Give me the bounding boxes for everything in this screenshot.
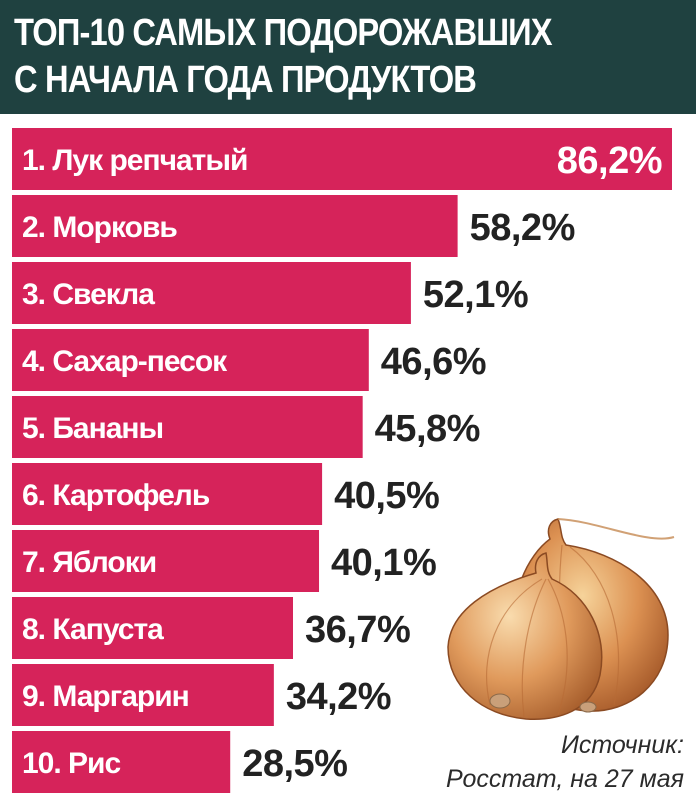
bar-label-10: 10. Рис [22, 747, 120, 780]
value-label-9: 34,2% [286, 676, 391, 718]
bar-label-9: 9. Маргарин [22, 680, 189, 713]
bar-5 [12, 396, 363, 458]
bar-label-7: 7. Яблоки [22, 546, 156, 579]
source-line-1: Источник: [560, 731, 684, 759]
bar-2 [12, 195, 458, 257]
value-label-7: 40,1% [331, 542, 436, 584]
value-label-2: 58,2% [470, 207, 575, 249]
value-label-6: 40,5% [334, 475, 439, 517]
bar-9 [12, 664, 274, 726]
header-banner [0, 0, 696, 114]
title-line-1: ТОП-10 САМЫХ ПОДОРОЖАВШИХ [14, 12, 553, 54]
bar-4 [12, 329, 369, 391]
bar-label-4: 4. Сахар-песок [22, 345, 228, 378]
bar-label-1: 1. Лук репчатый [22, 144, 247, 177]
value-label-3: 52,1% [423, 274, 528, 316]
bar-7 [12, 530, 320, 592]
title-line-2: С НАЧАЛА ГОДА ПРОДУКТОВ [14, 59, 477, 101]
bar-label-2: 2. Морковь [22, 211, 177, 244]
bar-label-3: 3. Свекла [22, 278, 155, 311]
bar-6 [12, 463, 323, 525]
bar-3 [12, 262, 411, 324]
value-label-5: 45,8% [375, 408, 480, 450]
bar-label-6: 6. Картофель [22, 479, 210, 512]
value-label-10: 28,5% [242, 743, 347, 785]
value-label-4: 46,6% [381, 341, 486, 383]
bar-label-8: 8. Капуста [22, 613, 164, 646]
source-line-2: Росстат, на 27 мая [446, 765, 684, 793]
onion-illustration [447, 518, 675, 720]
bar-10 [12, 731, 231, 793]
page-title: ТОП-10 САМЫХ ПОДОРОЖАВШИХ С НАЧАЛА ГОДА … [14, 10, 590, 104]
value-label-8: 36,7% [305, 609, 410, 651]
value-label-1: 86,2% [557, 140, 662, 182]
bar-label-5: 5. Бананы [22, 412, 163, 445]
bar-8 [12, 597, 293, 659]
bar-1 [12, 128, 672, 190]
source-note: Источник: Росстат, на 27 мая [446, 728, 684, 796]
